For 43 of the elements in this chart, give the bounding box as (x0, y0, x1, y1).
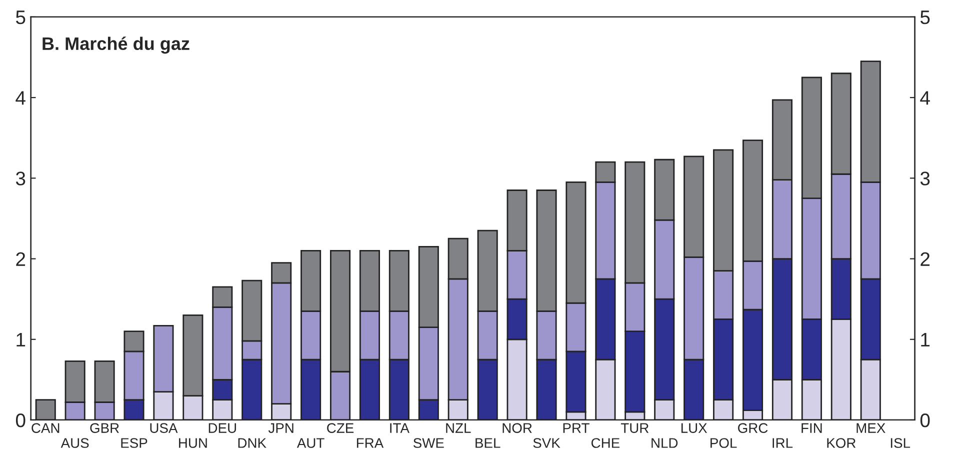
x-tick-label: AUS (60, 438, 89, 448)
x-tick-label: NOR (502, 423, 532, 433)
x-tick-label: JPN (268, 423, 294, 433)
y2-tick-label: 0 (920, 413, 930, 428)
x-tick-label: ITA (390, 423, 410, 433)
text: B. Marché du gaz (42, 36, 190, 54)
y2-tick-label: 5 (920, 10, 930, 24)
x-tick-label: GBR (90, 423, 119, 433)
x-tick-label: POL (710, 438, 737, 448)
y-tick-label: 5 (16, 10, 26, 24)
x-tick-label: GRC (738, 423, 768, 433)
x-tick-label: DEU (208, 423, 236, 433)
x-tick-label: SVK (533, 438, 560, 448)
x-tick-label: TUR (620, 423, 649, 433)
x-tick-label: SWE (413, 438, 444, 448)
x-tick-label: FIN (802, 423, 822, 433)
y-tick-label: 3 (16, 172, 26, 186)
x-tick-label: CZE (327, 423, 354, 433)
y-tick-label: 4 (16, 91, 26, 105)
x-tick-label: HUN (179, 438, 207, 448)
x-tick-label: IRL (772, 438, 793, 448)
x-tick-label: BEL (476, 438, 500, 448)
x-tick-label: CAN (32, 423, 60, 433)
x-tick-label: FRA (356, 438, 384, 448)
x-tick-label: MEX (856, 423, 886, 433)
y-tick-label: 1 (16, 333, 26, 346)
x-tick-label: DNK (238, 438, 266, 448)
y-tick-label: 2 (16, 252, 26, 266)
x-tick-label: PRT (563, 423, 590, 433)
x-tick-label: LUX (681, 423, 708, 433)
y2-tick-label: 1 (921, 333, 930, 346)
x-tick-label: NZL (446, 423, 471, 433)
y-tick-label: 0 (16, 413, 26, 428)
y2-tick-label: 2 (920, 252, 930, 266)
x-tick-label: ISL (890, 438, 910, 448)
x-tick-label: USA (150, 423, 178, 433)
x-tick-label: AUT (296, 438, 324, 448)
x-tick-label: ESP (121, 438, 148, 448)
x-tick-label: CHE (591, 438, 620, 448)
x-tick-label: NLD (652, 438, 678, 448)
x-tick-label: KOR (827, 438, 856, 448)
y2-tick-label: 3 (920, 172, 930, 186)
y2-tick-label: 4 (920, 91, 930, 105)
